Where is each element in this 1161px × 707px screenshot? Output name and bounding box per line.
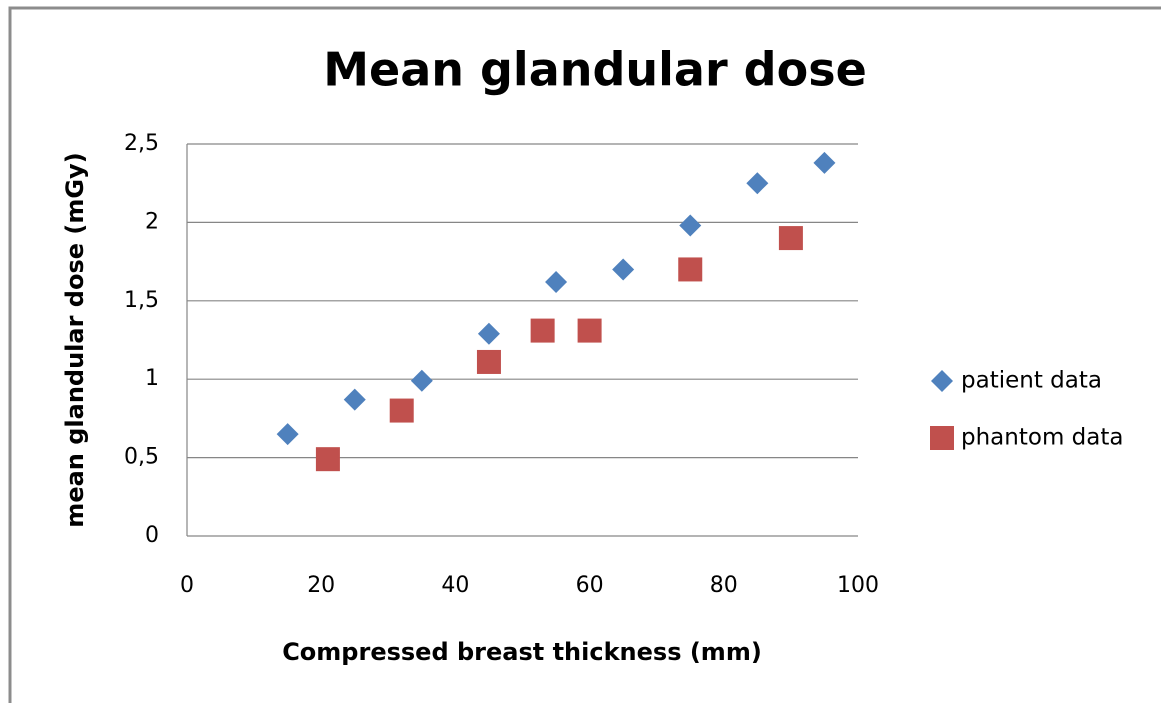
y-axis-label: mean glandular dose (mGy) bbox=[61, 152, 89, 527]
point bbox=[476, 349, 501, 374]
point bbox=[410, 369, 433, 392]
point bbox=[530, 318, 555, 343]
point bbox=[477, 322, 500, 345]
y-tick-label: 0 bbox=[145, 523, 159, 548]
chart-title: Mean glandular dose bbox=[323, 43, 867, 97]
point bbox=[612, 258, 635, 281]
point bbox=[746, 172, 769, 195]
x-tick-label: 20 bbox=[307, 573, 335, 598]
point bbox=[678, 257, 703, 282]
point bbox=[577, 318, 602, 343]
x-tick-label: 60 bbox=[576, 573, 604, 598]
y-tick-label: 2 bbox=[145, 209, 159, 234]
point bbox=[276, 423, 299, 446]
x-tick-label: 100 bbox=[837, 573, 879, 598]
point bbox=[545, 270, 568, 293]
legend-label: patient data bbox=[961, 368, 1102, 394]
y-tick-label: 1,5 bbox=[124, 288, 159, 313]
y-tick-label: 0,5 bbox=[124, 445, 159, 470]
point bbox=[813, 151, 836, 174]
point bbox=[778, 226, 803, 251]
x-tick-label: 0 bbox=[180, 573, 194, 598]
y-tick-label: 1 bbox=[145, 366, 159, 391]
legend-marker bbox=[930, 426, 954, 450]
legend-label: phantom data bbox=[961, 425, 1123, 451]
x-tick-label: 80 bbox=[710, 573, 738, 598]
x-tick-label: 40 bbox=[441, 573, 469, 598]
point bbox=[315, 447, 340, 472]
x-axis-label: Compressed breast thickness (mm) bbox=[282, 638, 762, 666]
chart-frame bbox=[8, 6, 1161, 707]
legend-marker bbox=[931, 370, 953, 392]
y-tick-label: 2,5 bbox=[124, 131, 159, 156]
point bbox=[343, 388, 366, 411]
point bbox=[679, 214, 702, 237]
point bbox=[389, 398, 414, 423]
